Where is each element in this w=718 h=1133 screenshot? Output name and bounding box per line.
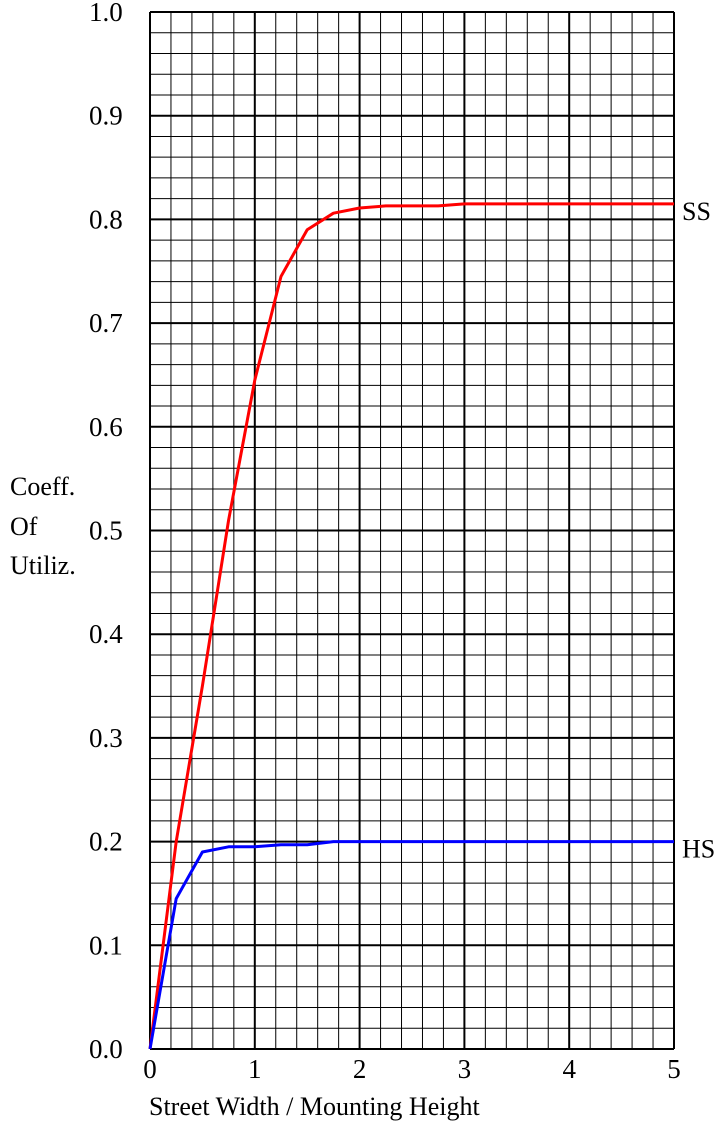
y-axis-label-line-3: Utiliz. xyxy=(10,551,76,580)
y-tick-label: 1.0 xyxy=(89,0,123,27)
x-axis-label: Street Width / Mounting Height xyxy=(149,1092,480,1121)
x-tick-label: 1 xyxy=(248,1054,262,1084)
series-layer xyxy=(148,202,674,1050)
y-tick-label: 0.5 xyxy=(89,516,123,546)
y-tick-label: 0.6 xyxy=(89,412,123,442)
y-tick-label: 0.3 xyxy=(89,723,123,753)
y-tick-label: 0.8 xyxy=(89,204,123,234)
x-tick-labels: 0 1 2 3 4 5 xyxy=(143,1054,681,1084)
y-tick-label: 0.1 xyxy=(89,930,123,960)
y-tick-label: 0.7 xyxy=(89,308,123,338)
x-tick-label: 5 xyxy=(667,1054,681,1084)
y-axis-label: Coeff. Of Utiliz. xyxy=(10,472,76,580)
major-grid xyxy=(149,11,675,1050)
series-label-ss: SS xyxy=(682,197,711,226)
y-axis-label-line-1: Coeff. xyxy=(10,472,75,501)
y-tick-label: 0.9 xyxy=(89,101,123,131)
series-label-hs: HS xyxy=(682,835,715,864)
series-line-hs xyxy=(148,840,674,1050)
y-tick-labels: 0.0 0.1 0.2 0.3 0.4 0.5 0.6 0.7 0.8 0.9 1.0 xyxy=(89,0,123,1064)
series-line-ss xyxy=(148,202,674,1050)
x-tick-label: 4 xyxy=(562,1054,576,1084)
y-tick-label: 0.4 xyxy=(89,619,123,649)
x-tick-label: 2 xyxy=(353,1054,367,1084)
x-tick-label: 3 xyxy=(458,1054,472,1084)
series-labels: SS HS xyxy=(682,197,715,864)
y-tick-label: 0.2 xyxy=(89,827,123,857)
x-tick-label: 0 xyxy=(143,1054,157,1084)
y-axis-label-line-2: Of xyxy=(10,512,38,541)
y-tick-label: 0.0 xyxy=(89,1034,123,1064)
